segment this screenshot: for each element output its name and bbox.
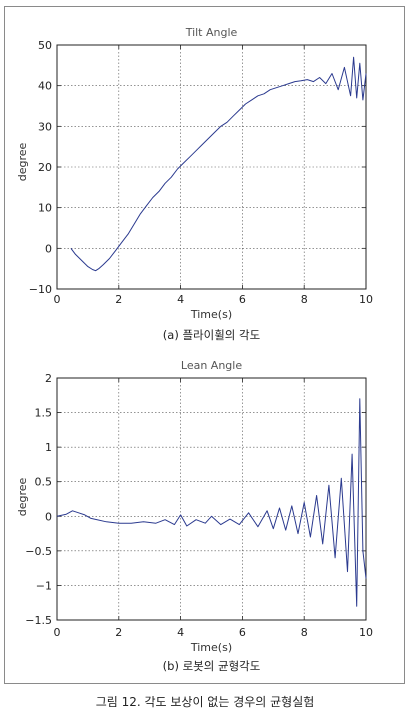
y-tick-label: 1 <box>45 441 52 454</box>
y-tick-label: 40 <box>38 80 52 93</box>
x-tick-label: 6 <box>239 293 246 306</box>
series-line <box>70 56 367 272</box>
figure-caption: 그림 12. 각도 보상이 없는 경우의 균형실험 <box>95 695 315 709</box>
chart-subcaption: (a) 플라이휠의 각도 <box>163 328 260 342</box>
y-tick-label: −1.5 <box>25 614 52 627</box>
chart-title: Lean Angle <box>181 359 242 372</box>
y-tick-label: 0 <box>45 242 52 255</box>
y-tick-label: 50 <box>38 39 52 52</box>
x-tick-label: 2 <box>115 293 122 306</box>
y-tick-label: 20 <box>38 161 52 174</box>
series-line <box>56 398 367 607</box>
x-tick-label: 4 <box>177 293 184 306</box>
x-tick-label: 8 <box>301 293 308 306</box>
y-tick-label: 0.5 <box>35 476 53 489</box>
y-tick-label: 0 <box>45 510 52 523</box>
y-tick-label: 1.5 <box>35 407 53 420</box>
x-tick-label: 10 <box>359 626 373 639</box>
chart-title: Tilt Angle <box>185 26 238 39</box>
plot-area <box>56 44 367 290</box>
x-tick-label: 6 <box>239 626 246 639</box>
x-tick-label: 8 <box>301 626 308 639</box>
y-tick-label: −1 <box>36 579 52 592</box>
x-tick-label: 0 <box>54 626 61 639</box>
x-axis-label: Time(s) <box>190 308 232 321</box>
chart-2: 0 2 4 6 8 10 2 1.5 1 0.5 0 −0.5 −1 −1.5 Lean Angle Time… <box>16 359 373 673</box>
figure-frame <box>4 6 405 684</box>
chart-subcaption: (b) 로봇의 균형각도 <box>163 659 261 673</box>
plot-area <box>56 377 367 621</box>
x-tick-label: 2 <box>115 626 122 639</box>
y-tick-label: 2 <box>45 372 52 385</box>
x-tick-label: 10 <box>359 293 373 306</box>
y-tick-label: 30 <box>38 120 52 133</box>
x-tick-label: 4 <box>177 626 184 639</box>
y-axis-label: degree <box>16 478 29 517</box>
y-tick-label: −0.5 <box>25 545 52 558</box>
y-tick-label: 10 <box>38 202 52 215</box>
y-tick-label: −10 <box>29 283 52 296</box>
x-tick-label: 0 <box>54 293 61 306</box>
y-axis-label: degree <box>16 143 29 182</box>
x-axis-label: Time(s) <box>190 641 232 654</box>
